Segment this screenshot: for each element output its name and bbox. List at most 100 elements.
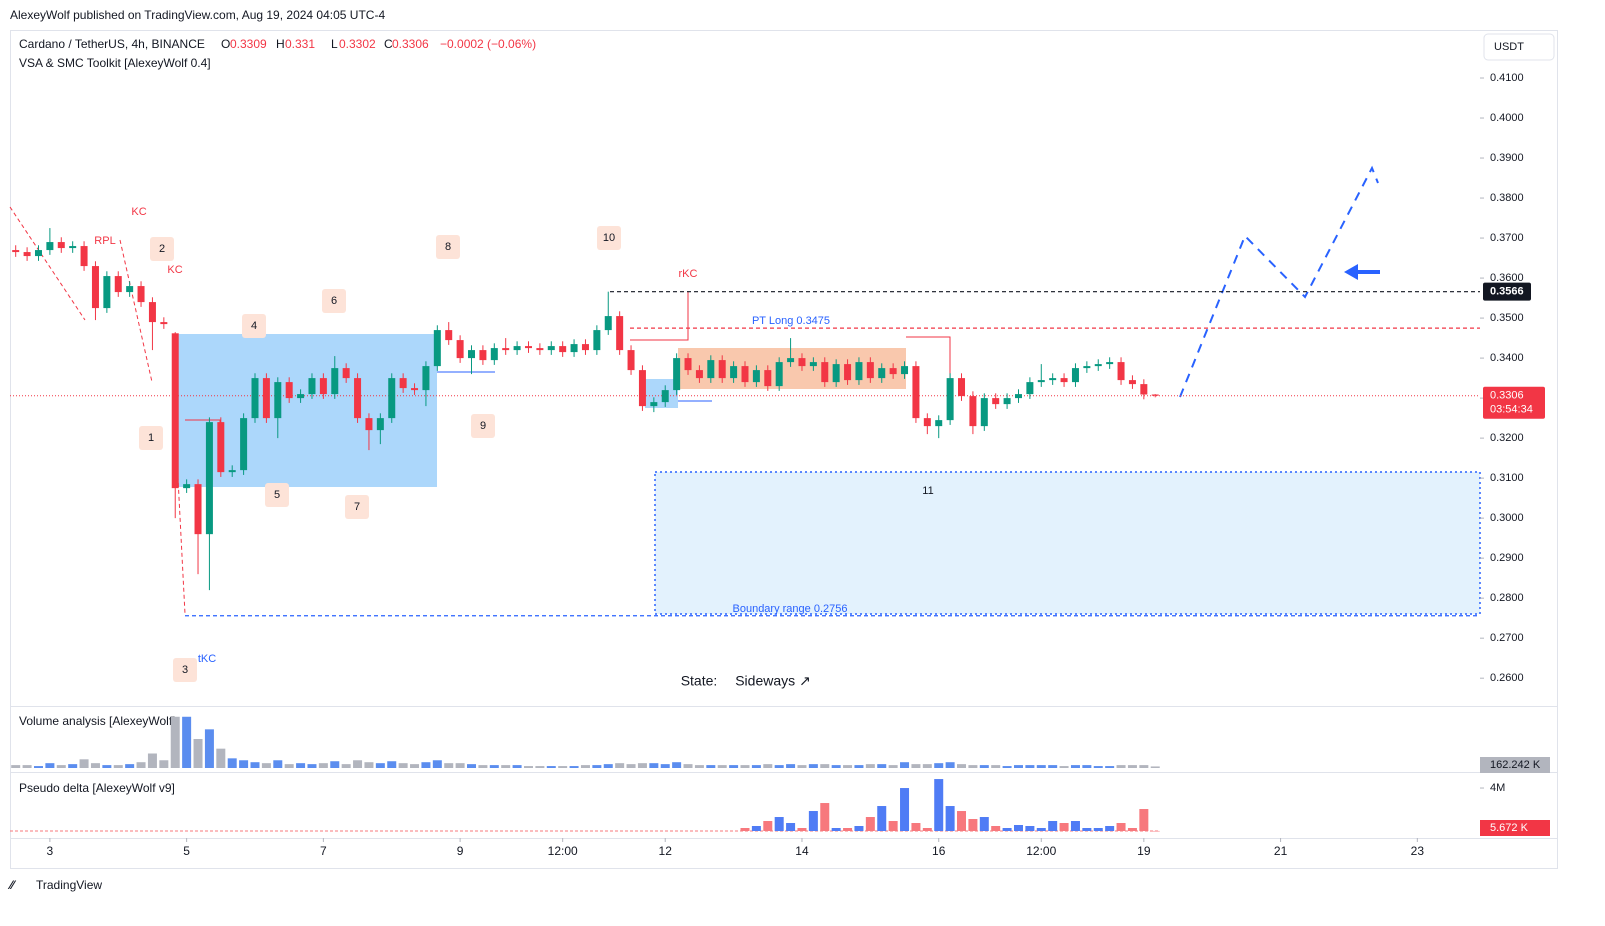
trend-line <box>174 419 186 615</box>
candle-body <box>547 346 555 351</box>
delta-bar <box>774 817 784 831</box>
annotation: Boundary range 0.2756 <box>733 603 848 615</box>
volume-bar <box>353 760 363 768</box>
y-tick-label: 0.3200 <box>1490 432 1524 444</box>
marker-box <box>345 495 369 519</box>
delta-bar <box>922 828 932 831</box>
candle-body <box>1071 368 1079 383</box>
small-zone <box>645 379 678 408</box>
delta-bar <box>888 821 898 831</box>
countdown: 03:54:34 <box>1490 404 1533 416</box>
volume-bar <box>831 765 841 768</box>
candle-body <box>502 348 510 351</box>
candle-body <box>468 350 476 359</box>
volume-bar <box>125 764 135 768</box>
candle-body <box>980 398 988 427</box>
volume-bar <box>11 765 21 768</box>
candle-body <box>126 286 134 293</box>
volume-bar <box>182 716 192 768</box>
delta-bar <box>991 826 1001 831</box>
candle-body <box>57 242 65 249</box>
volume-bar <box>90 763 100 768</box>
volume-bar <box>1036 765 1046 768</box>
volume-bar <box>979 765 989 768</box>
volume-bar <box>455 763 465 768</box>
volume-bar <box>250 762 260 768</box>
ohlc-value: 0.331 <box>285 37 315 51</box>
candle-body <box>889 368 897 375</box>
candle-body <box>650 402 658 407</box>
boundary-zone <box>654 471 1481 615</box>
volume-bar <box>1127 765 1137 768</box>
volume-bar <box>296 763 306 768</box>
candle-body <box>627 350 635 371</box>
candle-body <box>354 378 362 419</box>
candle-body <box>798 358 806 367</box>
candle-body <box>524 346 532 349</box>
volume-bar <box>968 765 978 768</box>
candle-body <box>695 370 703 379</box>
candle-body <box>1106 362 1114 365</box>
candle-body <box>251 378 259 419</box>
volume-bar <box>204 729 214 768</box>
volume-bar <box>159 760 169 768</box>
volume-bar <box>717 765 727 768</box>
x-tick-label: 19 <box>1137 844 1151 858</box>
delta-bar <box>1036 828 1046 831</box>
volume-bar <box>649 763 659 768</box>
annotation: 9 <box>480 420 486 432</box>
volume-bar <box>637 763 647 768</box>
candle-body <box>399 378 407 389</box>
candle-body <box>752 370 760 383</box>
delta-bar <box>763 821 773 831</box>
delta-bar <box>1025 826 1035 831</box>
candle-body <box>411 388 419 391</box>
candle-body <box>388 378 396 419</box>
candle-body <box>297 394 305 399</box>
volume-bar <box>535 766 545 768</box>
symbol: Cardano / TetherUS, 4h, BINANCE <box>19 37 205 51</box>
ohlc-letter: L <box>331 37 338 51</box>
candle-body <box>559 346 567 353</box>
delta-tag <box>1480 820 1550 836</box>
candle-body <box>536 348 544 351</box>
volume-bar <box>592 765 602 768</box>
x-tick-label: 3 <box>47 844 54 858</box>
candle-body <box>673 358 681 391</box>
marker-box <box>322 289 346 313</box>
currency-button[interactable] <box>1483 33 1555 61</box>
delta-bar <box>808 811 818 831</box>
candle-body <box>787 358 795 363</box>
annotation: KC <box>131 206 146 218</box>
volume-bar <box>113 765 123 768</box>
candle-body <box>160 322 168 325</box>
price-tag-label: 0.3566 <box>1490 286 1524 298</box>
x-tick-label: 21 <box>1274 844 1288 858</box>
candle-body <box>91 266 99 309</box>
volume-bar <box>341 764 351 768</box>
volume-tag-label: 162.242 K <box>1490 759 1541 771</box>
delta-bar <box>900 788 910 831</box>
annotation: State: <box>681 673 718 689</box>
delta-bar <box>1070 821 1080 831</box>
candle-body <box>1128 380 1136 385</box>
volume-bar <box>854 765 864 768</box>
last-price-tag <box>1483 386 1545 419</box>
currency[interactable]: USDT <box>1494 41 1524 53</box>
x-tick-label: 12 <box>659 844 673 858</box>
y-tick-label: 0.3600 <box>1490 272 1524 284</box>
volume-bar <box>216 748 226 768</box>
delta-bar <box>1048 821 1058 831</box>
candle-body <box>228 470 236 473</box>
delta-bar <box>1150 830 1160 832</box>
candle-body <box>741 366 749 383</box>
volume-bar <box>546 766 556 768</box>
annotation: KC <box>167 264 182 276</box>
annotation: 7 <box>354 501 360 513</box>
ohlc-letter: C <box>384 37 393 51</box>
y-tick-label: 0.2900 <box>1490 552 1524 564</box>
y-tick-label: 0.2800 <box>1490 592 1524 604</box>
volume-bar <box>1025 765 1035 768</box>
volume-bar <box>626 764 636 768</box>
